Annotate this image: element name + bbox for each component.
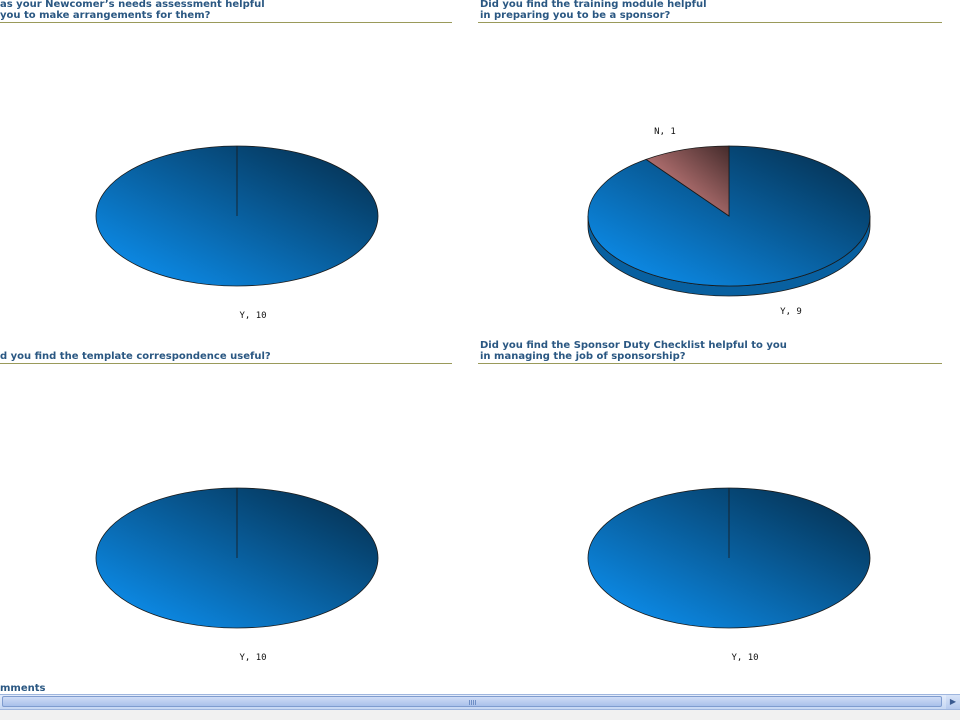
pie-chart: Y, 9 N, 1 xyxy=(587,127,871,317)
scrollbar-grip-icon xyxy=(469,700,477,705)
chart-title-line-1: d you find the template correspondence u… xyxy=(0,351,271,362)
pie-chart: Y, 10 xyxy=(95,487,379,663)
pie-slice-n xyxy=(645,145,730,217)
chart-title-line-2: in managing the job of sponsorship? xyxy=(480,351,686,362)
chart-title: as your Newcomer’s needs assessment help… xyxy=(0,0,452,21)
title-divider xyxy=(0,22,452,23)
chart-title: d you find the template correspondence u… xyxy=(0,351,452,362)
horizontal-scrollbar[interactable]: ▶ xyxy=(0,694,960,710)
chart-panel-3: d you find the template correspondence u… xyxy=(0,342,480,682)
chart-panel-2: Did you find the training module helpful… xyxy=(478,0,960,340)
pie-data-label-y: Y, 10 xyxy=(239,311,266,321)
title-divider xyxy=(478,363,942,364)
pie-data-label-y: Y, 9 xyxy=(780,307,802,317)
chart-title-line-1: Did you find the training module helpful xyxy=(480,0,707,10)
chart-title-line-1: as your Newcomer’s needs assessment help… xyxy=(0,0,265,10)
pie-data-label-y: Y, 10 xyxy=(731,653,758,663)
pie-data-label-y: Y, 10 xyxy=(239,653,266,663)
chart-title-line-2: you to make arrangements for them? xyxy=(0,10,211,21)
chart-panel-4: Did you find the Sponsor Duty Checklist … xyxy=(478,340,960,682)
pie-chart: Y, 10 xyxy=(95,145,379,321)
title-divider xyxy=(0,363,452,364)
pie-data-label-n: N, 1 xyxy=(654,127,676,137)
chart-title: Did you find the training module helpful… xyxy=(480,0,942,21)
chart-title-line-1: Did you find the Sponsor Duty Checklist … xyxy=(480,340,787,351)
chart-title-line-2: in preparing you to be a sponsor? xyxy=(480,10,671,21)
arrow-right-icon[interactable]: ▶ xyxy=(946,695,960,709)
bottom-strip xyxy=(0,710,960,720)
comments-heading: mments xyxy=(0,683,46,694)
title-divider xyxy=(478,22,942,23)
pie-chart: Y, 10 xyxy=(587,487,871,663)
scrollbar-thumb[interactable] xyxy=(2,696,942,707)
chart-title: Did you find the Sponsor Duty Checklist … xyxy=(480,340,942,362)
chart-panel-1: as your Newcomer’s needs assessment help… xyxy=(0,0,480,340)
